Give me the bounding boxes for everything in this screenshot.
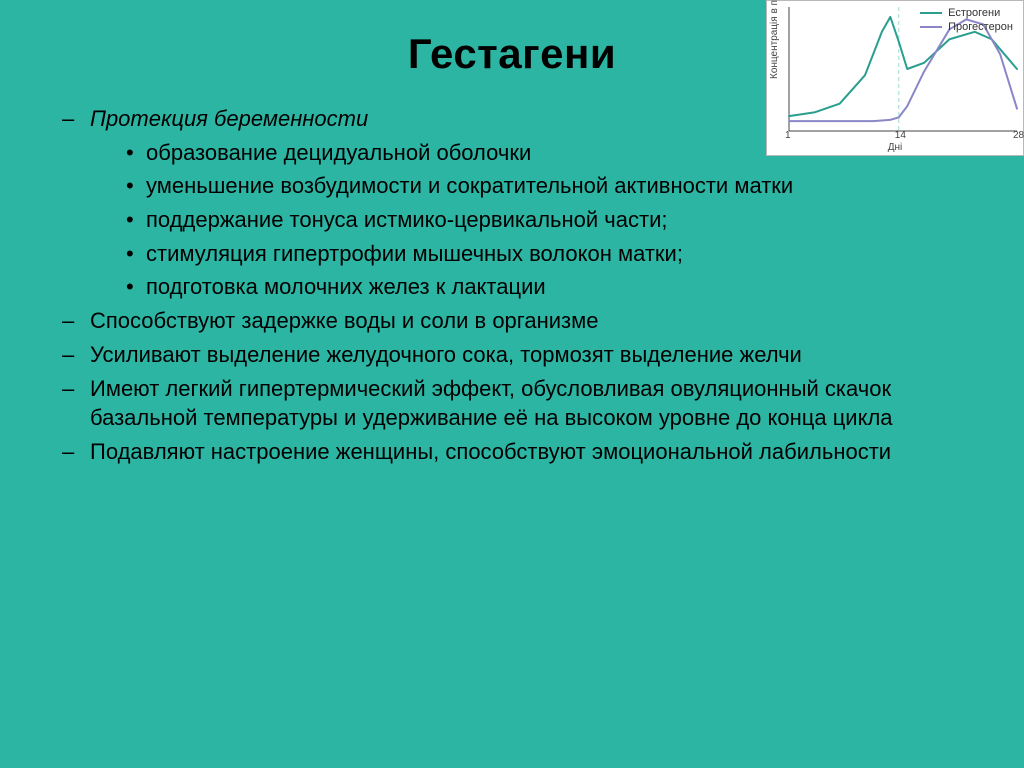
bullet-level-2: стимуляция гипертрофии мышечных волокон … — [126, 239, 968, 269]
chart-xtick: 14 — [895, 130, 906, 141]
bullet-level-2: подготовка молочних желез к лактации — [126, 272, 968, 302]
bullet-level-1: Усиливают выделение желудочного сока, то… — [56, 340, 968, 370]
bullet-level-2: поддержание тонуса истмико-цервикальной … — [126, 205, 968, 235]
legend-swatch — [920, 26, 942, 28]
bullet-level-1: Способствуют задержке воды и соли в орга… — [56, 306, 968, 336]
bullet-level-2: уменьшение возбудимости и сократительной… — [126, 171, 968, 201]
legend-row: Естрогени — [920, 7, 1013, 19]
bullet-text: Протекция беременности — [90, 106, 368, 131]
legend-label: Естрогени — [948, 7, 1000, 19]
chart-ylabel: Концентрація в плазмі — [769, 0, 780, 79]
bullet-text: Усиливают выделение желудочного сока, то… — [90, 342, 802, 367]
slide: Гестагени Протекция беременностиобразова… — [0, 0, 1024, 768]
bullet-level-1: Имеют легкий гипертермический эффект, об… — [56, 374, 968, 433]
legend-swatch — [920, 12, 942, 14]
chart-xlabel: Дні — [767, 142, 1023, 153]
hormone-chart: Концентрація в плазмі Естрогени Прогестер… — [766, 0, 1024, 156]
chart-legend: Естрогени Прогестерон — [920, 7, 1013, 35]
bullet-level-1: Подавляют настроение женщины, способству… — [56, 437, 968, 467]
chart-xtick: 1 — [785, 130, 791, 141]
bullet-text: Имеют легкий гипертермический эффект, об… — [90, 376, 893, 431]
slide-body: Протекция беременностиобразование дециду… — [56, 104, 968, 467]
legend-row: Прогестерон — [920, 21, 1013, 33]
chart-xtick: 28 — [1013, 130, 1024, 141]
bullet-text: Способствуют задержке воды и соли в орга… — [90, 308, 598, 333]
legend-label: Прогестерон — [948, 21, 1013, 33]
bullet-text: Подавляют настроение женщины, способству… — [90, 439, 891, 464]
